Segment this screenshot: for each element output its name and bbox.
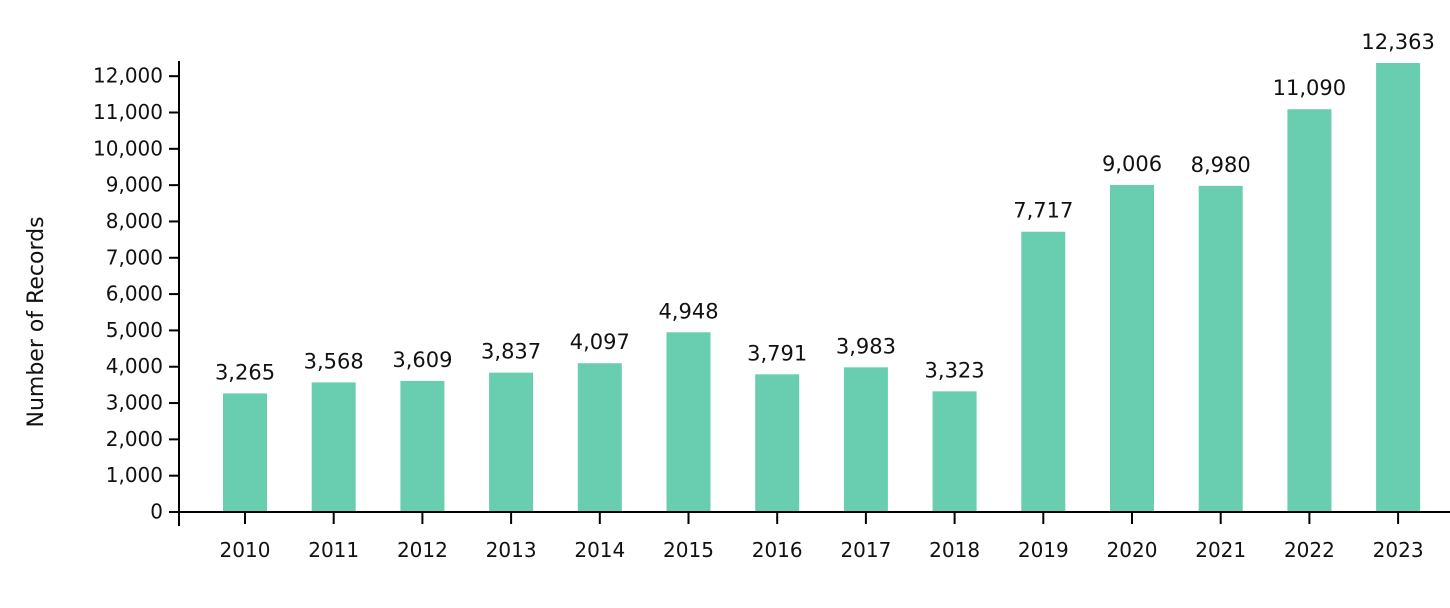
x-tick-label-2012: 2012 [397,538,448,562]
y-tick-label: 11,000 [93,100,163,124]
x-tick-label-2014: 2014 [574,538,625,562]
data-labels: 3,265 3,568 3,609 3,837 4,097 4,948 3,791 3,983… [215,30,1435,384]
data-label-2020: 9,006 [1102,152,1162,176]
data-label-2011: 3,568 [304,349,364,373]
bar-2014 [577,363,622,512]
x-tick-label-2010: 2010 [220,538,271,562]
data-label-2017: 3,983 [836,334,896,358]
y-tick-label: 6,000 [106,282,163,306]
bar-2022 [1287,109,1332,512]
data-label-2010: 3,265 [215,360,275,384]
y-tick-label: 7,000 [106,245,163,269]
y-tick-label: 9,000 [106,173,163,197]
data-label-2018: 3,323 [925,358,985,382]
bar-2023 [1376,63,1421,512]
y-tick-label: 4,000 [106,354,163,378]
bar-2010 [223,393,267,512]
data-label-2021: 8,980 [1191,153,1251,177]
y-axis-title: Number of Records [24,216,49,427]
bar-2020 [1110,184,1154,512]
x-tick-label-2022: 2022 [1284,538,1335,562]
x-tick-label-2016: 2016 [752,538,803,562]
bar-2021 [1198,185,1243,512]
bar-2019 [1021,231,1066,512]
data-label-2019: 7,717 [1013,199,1073,223]
x-tick-label-2019: 2019 [1018,538,1069,562]
data-label-2012: 3,609 [392,348,452,372]
y-tick-label: 5,000 [106,318,163,342]
bar-2015 [666,332,711,512]
data-label-2015: 4,948 [658,299,718,323]
x-tick-label-2023: 2023 [1373,538,1424,562]
x-tick-label-2021: 2021 [1195,538,1246,562]
y-tick-label: 8,000 [106,209,163,233]
x-tick-label-2013: 2013 [486,538,537,562]
bar-2011 [311,382,356,512]
x-tick-label-2011: 2011 [308,538,359,562]
y-tick-label: 12,000 [93,64,163,88]
data-label-2016: 3,791 [747,341,807,365]
y-axis-ticks: 0 1,000 2,000 3,000 4,000 5,000 6,000 7,000 8,00… [93,64,179,524]
x-tick-label-2020: 2020 [1107,538,1158,562]
y-tick-label: 3,000 [106,391,163,415]
x-tick-label-2018: 2018 [929,538,980,562]
y-tick-label: 2,000 [106,427,163,451]
data-label-2013: 3,837 [481,340,541,364]
x-tick-label-2017: 2017 [840,538,891,562]
x-axis-ticks: 2010 2011 2012 2013 2014 2015 2016 2017 2018 2019… [220,512,1424,562]
bar-2016 [755,374,800,512]
y-tick-label: 0 [150,500,163,524]
data-label-2023: 12,363 [1361,30,1434,54]
bar-2018 [932,391,977,512]
bar-2013 [489,372,534,512]
bar-2017 [843,367,888,512]
x-tick-label-2015: 2015 [663,538,714,562]
data-label-2022: 11,090 [1273,76,1346,100]
bars [223,63,1421,512]
y-tick-label: 10,000 [93,136,163,160]
data-label-2014: 4,097 [570,330,630,354]
bar-2012 [400,380,445,512]
y-tick-label: 1,000 [106,463,163,487]
